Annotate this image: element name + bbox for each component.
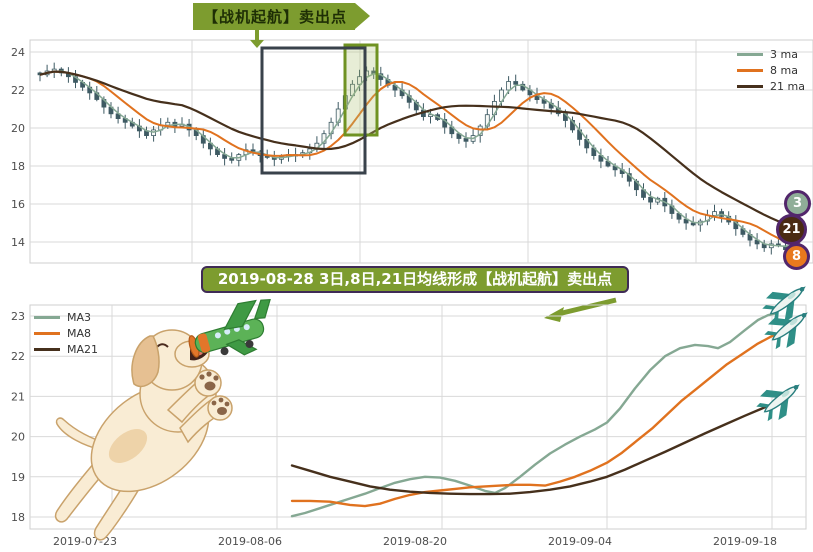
bottom-legend-item: MA3 xyxy=(34,311,98,324)
top-y-tick: 24 xyxy=(11,46,25,59)
top-legend-item: 21 ma xyxy=(737,80,805,93)
bottom-y-tick: 23 xyxy=(11,310,25,323)
dog-catching-plane-illustration xyxy=(54,298,271,541)
top-chart-plot: 24 22 20 18 16 14 xyxy=(11,39,813,264)
bottom-legend-swatch-icon xyxy=(34,316,60,319)
bottom-y-tick: 22 xyxy=(11,350,25,363)
bottom-legend-swatch-icon xyxy=(34,348,60,351)
takeoff-jet-icons xyxy=(751,274,813,428)
selection-box xyxy=(260,46,367,175)
top-y-tick: 16 xyxy=(11,198,25,211)
top-chart-legend: 3 ma 8 ma 21 ma xyxy=(737,48,805,93)
bottom-legend-label: MA3 xyxy=(67,311,92,324)
bottom-y-tick: 21 xyxy=(11,390,25,403)
paw-pads xyxy=(199,371,219,391)
sell-signal-banner: 【战机起航】卖出点 xyxy=(193,3,371,30)
ma21-line-top xyxy=(39,70,800,229)
ma8-line-top xyxy=(39,70,800,245)
bottom-y-tick: 20 xyxy=(11,431,25,444)
bottom-legend-item: MA21 xyxy=(34,343,98,356)
ma21-line xyxy=(290,401,778,496)
banner-down-arrow-icon xyxy=(250,30,264,48)
ma-badge-8: 8 xyxy=(783,243,810,270)
ma-badge-3: 3 xyxy=(784,190,811,217)
bottom-chart-legend: MA3 MA8 MA21 xyxy=(34,311,98,356)
top-legend-swatch-icon xyxy=(737,69,763,72)
top-legend-swatch-icon xyxy=(737,85,763,88)
paw-pads-2 xyxy=(211,397,230,415)
top-y-tick: 22 xyxy=(11,84,25,97)
bottom-x-tick: 2019-08-06 xyxy=(218,535,282,548)
toy-plane-icon xyxy=(188,298,271,358)
top-y-tick: 14 xyxy=(11,236,25,249)
top-y-tick: 20 xyxy=(11,122,25,135)
bottom-y-tick: 18 xyxy=(11,511,25,524)
top-legend-item: 8 ma xyxy=(737,64,805,77)
top-legend-swatch-icon xyxy=(737,53,763,56)
bottom-x-tick: 2019-09-04 xyxy=(548,535,612,548)
top-legend-label: 8 ma xyxy=(770,64,798,77)
signal-highlight-box xyxy=(343,43,379,137)
bottom-x-tick: 2019-09-18 xyxy=(713,535,777,548)
bottom-y-tick: 19 xyxy=(11,471,25,484)
bottom-x-tick: 2019-08-20 xyxy=(383,535,447,548)
ma-badge-21: 21 xyxy=(776,214,807,245)
top-y-tick: 18 xyxy=(11,160,25,173)
bottom-legend-swatch-icon xyxy=(34,332,60,335)
dog-body xyxy=(54,329,233,541)
top-legend-item: 3 ma xyxy=(737,48,805,61)
ma3-line xyxy=(290,312,777,518)
top-legend-label: 3 ma xyxy=(770,48,798,61)
sell-signal-banner-text: 【战机起航】卖出点 xyxy=(203,8,348,26)
bottom-legend-label: MA8 xyxy=(67,327,92,340)
signal-description-banner: 2019-08-28 3日,8日,21日均线形成【战机起航】卖出点 xyxy=(201,266,629,293)
bottom-legend-item: MA8 xyxy=(34,327,98,340)
ma8-line xyxy=(290,328,787,508)
candlestick-chart: 24 22 20 18 16 14 xyxy=(11,39,813,264)
top-legend-label: 21 ma xyxy=(770,80,805,93)
banner-arrow-tip-icon xyxy=(355,3,371,29)
bottom-legend-label: MA21 xyxy=(67,343,99,356)
description-arrow-icon xyxy=(544,297,617,322)
jet-icon-ma21 xyxy=(751,372,809,428)
